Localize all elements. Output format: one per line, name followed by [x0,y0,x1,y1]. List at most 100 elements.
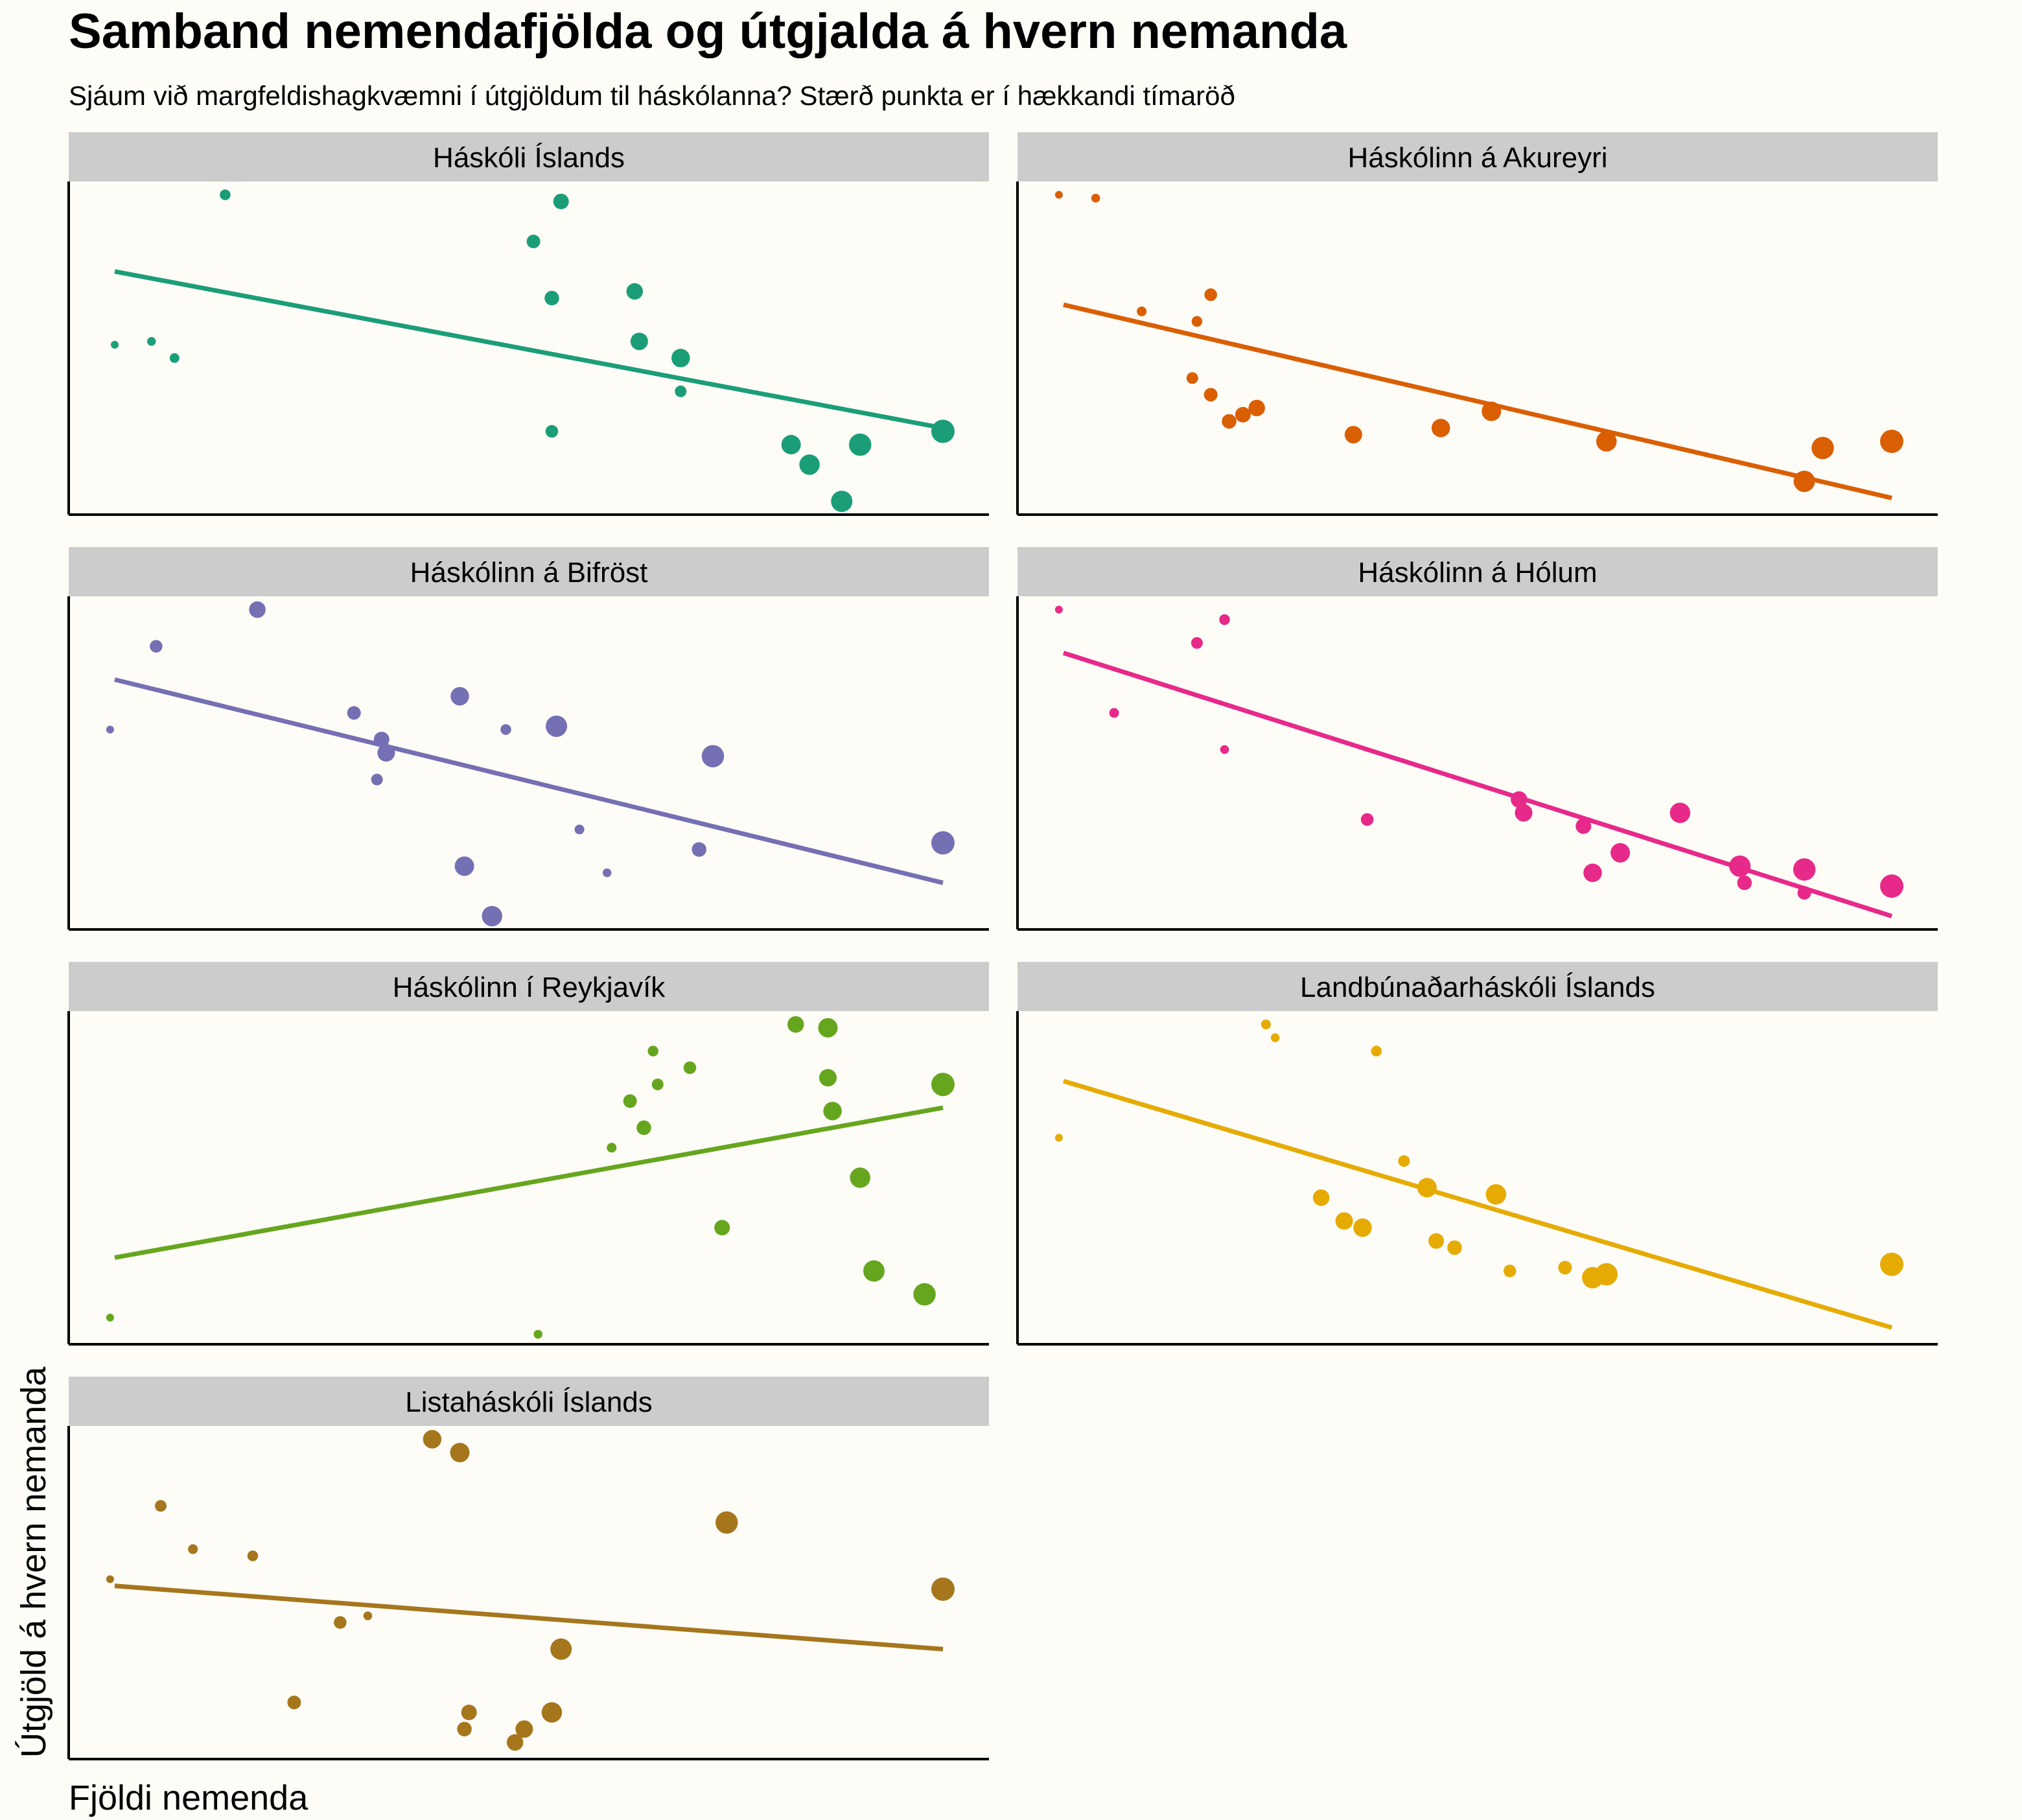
data-point [831,490,853,512]
data-point [931,1073,955,1097]
data-point [799,454,820,475]
facet-panel-haskoli-islands: Háskóli Íslands [67,132,989,516]
data-point [848,433,872,456]
trend-line [1063,1079,1892,1330]
data-point [150,640,163,653]
data-point [377,744,395,762]
data-point [169,353,180,363]
data-point [691,842,706,857]
data-point [1312,1189,1330,1206]
data-point [147,336,156,346]
data-point [1880,429,1903,453]
y-axis-title: Útgjöld á hvern nemanda [14,1366,53,1758]
facet-strip [1017,547,1938,596]
data-point [515,1720,533,1738]
trend-line [114,269,944,430]
facet-panel-listahaskoli-islands: Listaháskóli Íslands [67,1377,989,1760]
facet-panels: Háskóli Íslands Háskólinn á Akureyri Háskó… [67,132,1938,1760]
data-point [1558,1261,1572,1275]
data-point [931,419,955,443]
data-point [630,332,648,351]
data-point [1596,431,1617,452]
data-point [1595,1263,1618,1286]
data-point [683,1061,697,1075]
data-point [1575,818,1592,834]
data-point [1204,288,1217,301]
data-point [450,1443,470,1463]
data-point [623,1094,637,1108]
data-point [1880,874,1903,898]
data-point [787,1016,804,1033]
facet-strip-label: Háskólinn á Hólum [1358,557,1597,589]
data-point [155,1500,167,1512]
data-point [347,706,361,720]
data-point [671,349,690,368]
data-point [1428,1233,1445,1249]
data-point [1137,306,1147,316]
data-point [1219,614,1230,625]
data-point [1610,843,1631,863]
data-point [533,1329,542,1339]
data-point [1222,414,1237,429]
data-point [1054,605,1063,614]
chart-title: Samband nemendafjölda og útgjalda á hver… [69,4,1347,59]
data-point [334,1616,347,1629]
data-point [931,1577,955,1601]
data-point [106,725,114,734]
facet-strip [69,1377,989,1426]
data-point [545,425,559,438]
facet-strip [1017,962,1938,1011]
facet-panel-landbunadarhaskoli-islands: Landbúnaðarháskóli Íslands [1016,962,1938,1346]
data-point [714,1220,730,1236]
data-point [1485,1184,1507,1205]
data-point [863,1260,885,1282]
data-point [1344,426,1362,444]
data-point [715,1511,738,1534]
data-point [1811,436,1834,460]
data-point [1054,191,1063,199]
facet-strip-label: Háskólinn í Reykjavík [393,972,666,1003]
data-point [818,1018,838,1038]
data-point [500,724,511,735]
facet-strip-label: Háskólinn á Akureyri [1347,142,1607,174]
data-point [553,193,569,209]
facet-strip [1017,132,1938,181]
chart-subtitle: Sjáum við margfeldishagkvæmni í útgjöldu… [69,80,1235,111]
data-point [287,1696,301,1710]
data-point [220,189,231,200]
data-point [1203,388,1218,402]
data-point [188,1544,198,1554]
data-point [675,385,687,397]
trend-line [114,1105,944,1260]
data-point [1431,419,1450,438]
data-point [450,686,469,706]
data-point [371,773,383,786]
data-point [701,745,725,767]
data-point [602,868,612,878]
data-point [1191,636,1203,649]
data-point [111,340,119,349]
data-point [506,1734,524,1751]
data-point [607,1143,617,1153]
trend-line [114,677,944,885]
data-point [457,1721,472,1736]
data-point [1109,708,1119,718]
data-point [1447,1240,1462,1255]
data-point [1091,193,1100,203]
data-point [423,1430,442,1449]
data-point [1511,791,1528,808]
data-point [1793,858,1816,881]
data-point [106,1575,114,1583]
data-point [1186,372,1198,384]
data-point [636,1120,651,1136]
data-point [1261,1020,1271,1030]
data-point [647,1045,658,1056]
data-point [823,1101,842,1121]
data-point [1515,804,1533,822]
data-point [461,1705,477,1721]
facet-panel-haskolinn-a-bifrost: Háskólinn á Bifröst [67,547,989,931]
data-point [819,1069,837,1087]
data-point [1482,401,1502,421]
data-point [1417,1178,1437,1198]
facet-strip-label: Háskólinn á Bifröst [410,557,648,589]
